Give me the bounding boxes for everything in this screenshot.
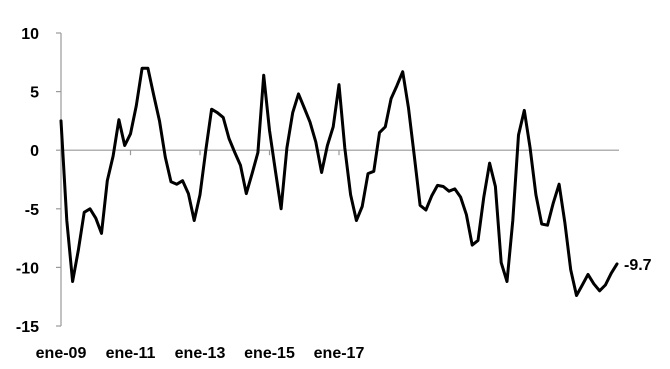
series-group — [59, 66, 619, 297]
x-tick-label: ene-17 — [314, 345, 365, 362]
x-tick-label: ene-09 — [36, 345, 87, 362]
x-tick-label: ene-15 — [244, 345, 295, 362]
y-tick-label: 5 — [30, 85, 39, 102]
series-line — [59, 66, 619, 297]
y-tick-label: -5 — [25, 202, 39, 219]
y-tick-label: 10 — [21, 26, 39, 43]
x-tick-label: ene-13 — [175, 345, 226, 362]
y-axis: 10 5 0 -5 -10 -15 — [16, 26, 62, 336]
y-tick-label: 0 — [30, 143, 39, 160]
x-axis: ene-09 ene-11 ene-13 ene-15 ene-17 — [36, 149, 619, 362]
x-tick-label: ene-11 — [106, 345, 156, 362]
last-value-label: -9.7 — [624, 257, 652, 274]
y-tick-label: -10 — [16, 260, 39, 277]
y-tick-label: -15 — [16, 319, 39, 336]
